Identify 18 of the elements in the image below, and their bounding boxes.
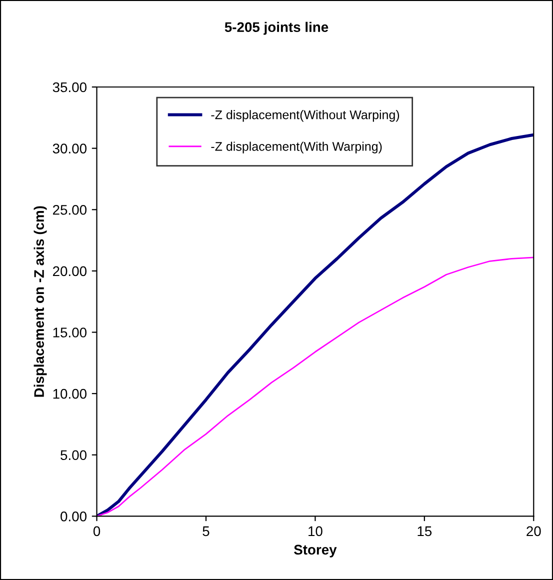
y-tick-label: 20.00 xyxy=(53,266,87,276)
y-axis-title: Displacement on -Z axis (cm) xyxy=(34,206,47,397)
x-tick-label: 0 xyxy=(93,526,100,536)
y-tick-label: 25.00 xyxy=(53,204,87,215)
y-tick-label: 35.00 xyxy=(52,82,87,92)
chart-title: 5-205 joints line xyxy=(224,22,328,35)
x-tick-label: 20 xyxy=(526,526,541,536)
legend-label: -Z displacement(Without Warping) xyxy=(211,110,400,122)
y-tick-label: 10.00 xyxy=(53,388,87,399)
legend-label: -Z displacement(With Warping) xyxy=(211,142,382,154)
y-tick-label: 5.00 xyxy=(60,450,87,460)
y-tick-label: 0.00 xyxy=(60,512,87,522)
x-tick-label: 5 xyxy=(202,526,210,536)
x-tick-label: 10 xyxy=(308,526,322,536)
y-tick-label: 30.00 xyxy=(52,144,87,154)
x-axis-title: Storey xyxy=(294,544,337,558)
x-tick-label: 15 xyxy=(418,526,432,536)
y-tick-label: 15.00 xyxy=(53,328,87,338)
